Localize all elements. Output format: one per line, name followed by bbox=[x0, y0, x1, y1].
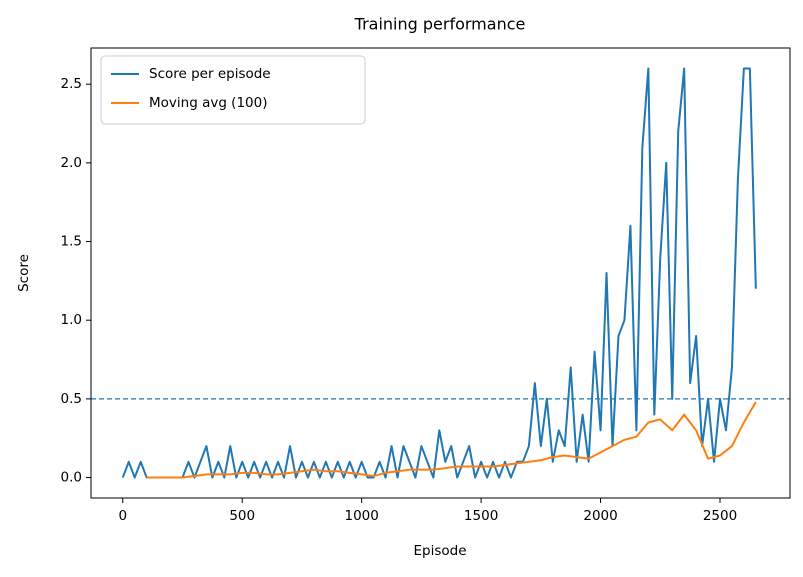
plot-frame bbox=[90, 47, 791, 499]
series-line bbox=[121, 67, 757, 479]
legend-label: Moving avg (100) bbox=[149, 95, 268, 111]
chart-title: Training performance bbox=[354, 15, 526, 34]
y-tick-label: 2.0 bbox=[61, 155, 82, 171]
legend-box bbox=[100, 55, 366, 125]
series-line bbox=[146, 401, 757, 479]
x-tick-label: 500 bbox=[229, 508, 255, 524]
x-axis-label: Episode bbox=[413, 543, 466, 559]
x-tick-label: 1000 bbox=[344, 508, 378, 524]
x-tick-label: 2500 bbox=[703, 508, 737, 524]
x-tick-label: 1500 bbox=[464, 508, 498, 524]
legend-label: Score per episode bbox=[149, 66, 271, 82]
x-tick-label: 0 bbox=[118, 508, 127, 524]
x-tick-label: 2000 bbox=[583, 508, 617, 524]
y-axis-label: Score bbox=[16, 254, 32, 292]
y-tick-label: 0.0 bbox=[61, 470, 82, 486]
y-tick-label: 1.5 bbox=[61, 234, 82, 250]
y-tick-label: 0.5 bbox=[61, 391, 82, 407]
y-tick-label: 2.5 bbox=[61, 76, 82, 92]
y-tick-label: 1.0 bbox=[61, 312, 82, 328]
